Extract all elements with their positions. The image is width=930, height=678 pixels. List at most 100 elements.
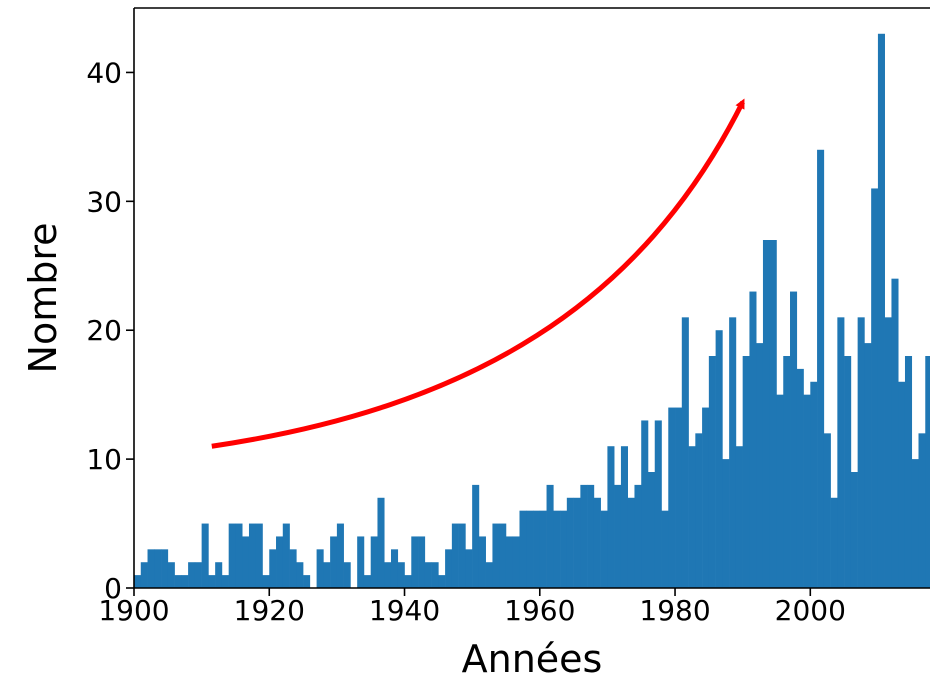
bar-2006 — [850, 472, 858, 588]
bar-1946 — [445, 549, 453, 588]
bar-1927 — [316, 549, 324, 588]
bar-1958 — [526, 510, 534, 588]
bar-2017 — [925, 356, 930, 588]
bar-1967 — [587, 484, 595, 588]
bar-1976 — [647, 472, 656, 588]
y-axis-title: Nombre — [21, 223, 65, 374]
bar-1999 — [803, 394, 811, 588]
bar-1961 — [546, 484, 554, 588]
bars-group — [134, 33, 930, 589]
bar-1934 — [363, 575, 372, 588]
bar-1953 — [492, 523, 500, 588]
bar-1916 — [242, 536, 250, 588]
bar-1996 — [783, 356, 791, 588]
bar-1921 — [276, 536, 284, 588]
bar-1929 — [330, 536, 338, 588]
bar-1930 — [336, 523, 344, 588]
bar-1998 — [796, 368, 804, 588]
bar-2009 — [871, 188, 879, 588]
bar-1977 — [654, 420, 662, 588]
bar-1972 — [620, 446, 628, 588]
x-tick-label: 1920 — [234, 594, 305, 627]
bar-1969 — [600, 510, 608, 588]
bar-1975 — [641, 420, 649, 588]
bar-1990 — [742, 356, 750, 588]
bar-1995 — [776, 394, 784, 588]
bar-1966 — [580, 484, 588, 588]
bar-1900 — [134, 575, 142, 588]
x-tick-label: 1980 — [639, 594, 710, 627]
bar-1933 — [357, 536, 365, 588]
bar-1956 — [512, 536, 520, 588]
bar-1960 — [539, 510, 547, 588]
x-tick-label: 1900 — [98, 594, 169, 627]
bar-1909 — [194, 562, 202, 588]
bar-1939 — [397, 562, 405, 588]
bar-1911 — [208, 575, 216, 588]
bar-1945 — [438, 575, 446, 588]
x-tick-label: 1940 — [369, 594, 440, 627]
bar-1964 — [566, 497, 574, 588]
bar-1924 — [296, 562, 304, 588]
bar-1954 — [499, 523, 507, 588]
bar-1935 — [370, 536, 378, 588]
bar-2012 — [891, 278, 899, 588]
bar-1928 — [323, 562, 331, 588]
bar-2007 — [857, 317, 865, 588]
trend-arrow — [211, 98, 745, 449]
bar-1989 — [735, 446, 743, 588]
bar-1919 — [262, 575, 270, 588]
bar-1982 — [688, 446, 696, 588]
bar-1944 — [431, 562, 439, 588]
y-tick-label: 30 — [86, 185, 122, 218]
bar-1903 — [154, 549, 162, 588]
bar-1910 — [201, 523, 209, 588]
bar-1925 — [303, 575, 311, 588]
bar-1940 — [404, 575, 412, 588]
bar-1917 — [248, 523, 257, 588]
bar-1913 — [221, 575, 229, 588]
bar-1904 — [161, 549, 169, 588]
bar-1986 — [715, 330, 723, 588]
bar-1973 — [627, 497, 635, 588]
bar-1902 — [147, 549, 155, 588]
bar-1931 — [343, 562, 351, 588]
bar-1901 — [140, 562, 148, 588]
x-tick-label: 1960 — [504, 594, 575, 627]
bar-1905 — [167, 562, 175, 588]
y-tick-label: 20 — [86, 314, 122, 347]
bar-1918 — [255, 523, 263, 588]
bar-1971 — [614, 484, 622, 588]
bar-2011 — [884, 317, 892, 588]
bar-1949 — [465, 549, 473, 588]
bar-1987 — [722, 459, 730, 588]
bar-1993 — [762, 240, 771, 588]
bar-1984 — [702, 407, 710, 588]
bar-1965 — [573, 497, 581, 588]
bar-1915 — [235, 523, 243, 588]
bar-1970 — [607, 446, 615, 588]
bar-1959 — [533, 510, 541, 588]
bar-1914 — [228, 523, 236, 588]
bar-1948 — [458, 523, 466, 588]
bar-1980 — [675, 407, 683, 588]
bar-2004 — [837, 317, 845, 588]
bar-1922 — [282, 523, 290, 588]
bar-1908 — [188, 562, 196, 588]
bar-2015 — [911, 459, 919, 588]
bar-1920 — [269, 549, 277, 588]
x-tick-label: 2000 — [775, 594, 846, 627]
y-tick-label: 0 — [104, 572, 122, 605]
bar-1957 — [519, 510, 527, 588]
axes-group: 1900 1920 1940 1960 1980 2000 0 10 20 30 40 — [86, 7, 930, 627]
bar-1937 — [384, 562, 392, 588]
x-axis-title: Années — [462, 637, 603, 678]
bar-2013 — [898, 381, 906, 588]
bar-2014 — [904, 356, 913, 588]
bar-2003 — [830, 497, 838, 588]
y-tick-label: 10 — [86, 443, 122, 476]
bar-1997 — [790, 291, 798, 588]
bar-1968 — [593, 497, 601, 588]
bar-1962 — [553, 510, 561, 588]
bar-2010 — [877, 33, 885, 589]
